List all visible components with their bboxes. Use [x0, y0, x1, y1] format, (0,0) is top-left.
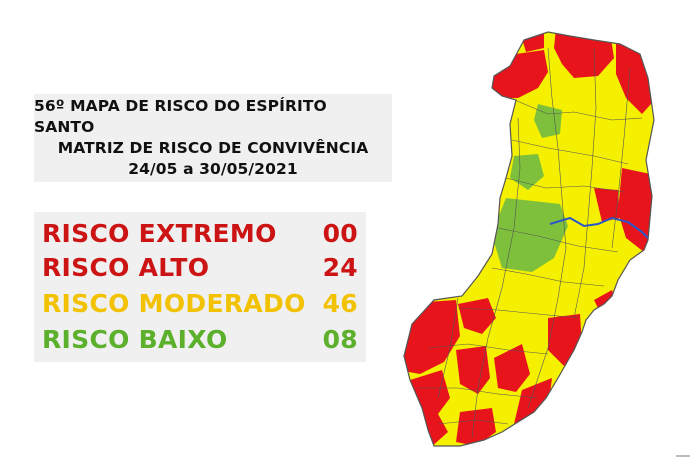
regions-alto — [404, 32, 654, 446]
title-panel: 56º MAPA DE RISCO DO ESPÍRITO SANTO MATR… — [34, 94, 392, 182]
region-alto-far-south — [456, 408, 496, 446]
legend-row-moderado: RISCO MODERADO 46 — [42, 286, 358, 320]
doce-river — [549, 216, 653, 243]
region-baixo-center — [494, 198, 568, 272]
legend-count-baixo: 08 — [322, 324, 358, 354]
region-alto-south — [456, 346, 490, 394]
legend-label-moderado: RISCO MODERADO — [42, 288, 306, 318]
region-alto-south-center — [494, 344, 530, 392]
map-regions — [404, 32, 654, 446]
legend-label-alto: RISCO ALTO — [42, 252, 210, 282]
legend-count-alto: 24 — [322, 252, 358, 282]
municipal-borders — [418, 47, 643, 439]
legend-count-extremo: 00 — [322, 218, 358, 248]
corner-logo-icon — [676, 455, 690, 457]
title-line-1: 56º MAPA DE RISCO DO ESPÍRITO SANTO — [34, 97, 327, 136]
legend-label-baixo: RISCO BAIXO — [42, 324, 228, 354]
title-line-2: MATRIZ DE RISCO DE CONVIVÊNCIA — [57, 139, 369, 157]
legend-row-alto: RISCO ALTO 24 — [42, 250, 358, 284]
legend-count-moderado: 46 — [322, 288, 358, 318]
region-alto-mid-west — [458, 298, 496, 334]
state-risk-map — [398, 28, 670, 448]
region-baixo-north — [534, 104, 562, 138]
map-svg — [403, 31, 655, 447]
region-alto-center-east — [594, 188, 620, 222]
legend-row-baixo: RISCO BAIXO 08 — [42, 322, 358, 356]
legend-row-extremo: RISCO EXTREMO 00 — [42, 216, 358, 250]
legend-label-extremo: RISCO EXTREMO — [42, 218, 277, 248]
risk-legend: RISCO EXTREMO 00 RISCO ALTO 24 RISCO MOD… — [34, 212, 366, 362]
title-line-3: 24/05 a 30/05/2021 — [128, 160, 298, 178]
